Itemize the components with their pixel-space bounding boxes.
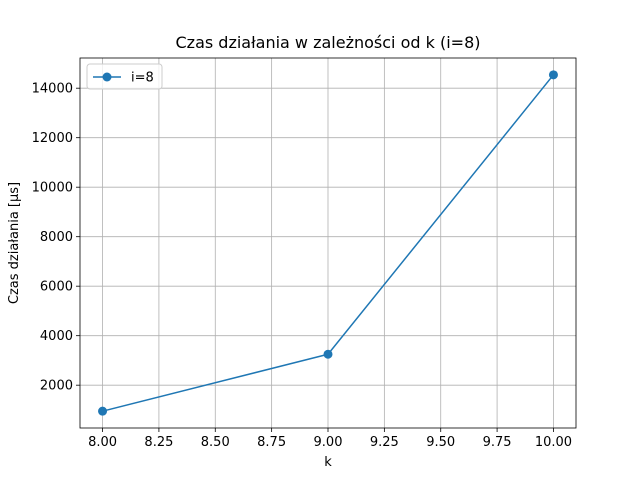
x-tick-label: 10.00 (535, 435, 572, 450)
legend: i=8 (86, 63, 163, 90)
x-tick-label: 8.00 (88, 435, 117, 450)
data-point (548, 70, 558, 80)
y-tick-label: 2000 (40, 379, 73, 394)
y-tick-label: 10000 (32, 181, 73, 196)
y-tick-label: 6000 (40, 280, 73, 295)
y-tick-label: 12000 (32, 131, 73, 146)
x-tick-label: 9.00 (314, 435, 343, 450)
y-axis-label: Czas działania [μs] (7, 182, 22, 304)
legend-entry-label: i=8 (131, 71, 154, 86)
data-point (323, 349, 333, 359)
y-tick-label: 8000 (40, 230, 73, 245)
legend-marker-icon (102, 72, 112, 82)
grid (80, 58, 576, 428)
y-tick-label: 14000 (32, 82, 73, 97)
x-tick-label: 8.75 (257, 435, 286, 450)
x-tick-label: 9.75 (483, 435, 512, 450)
x-tick-label: 8.50 (201, 435, 230, 450)
ticks: 8.00 8.25 8.50 8.75 9.00 9.25 9.50 9.75 10.00 200… (32, 82, 572, 450)
data-point (98, 406, 108, 416)
chart-title: Czas działania w zależności od k (i=8) (176, 33, 481, 52)
legend-box (86, 63, 163, 90)
x-tick-label: 9.50 (426, 435, 455, 450)
y-tick-label: 4000 (40, 329, 73, 344)
x-tick-label: 8.25 (144, 435, 173, 450)
x-axis-label: k (324, 455, 332, 470)
series-layer (98, 70, 558, 416)
x-tick-label: 9.25 (370, 435, 399, 450)
